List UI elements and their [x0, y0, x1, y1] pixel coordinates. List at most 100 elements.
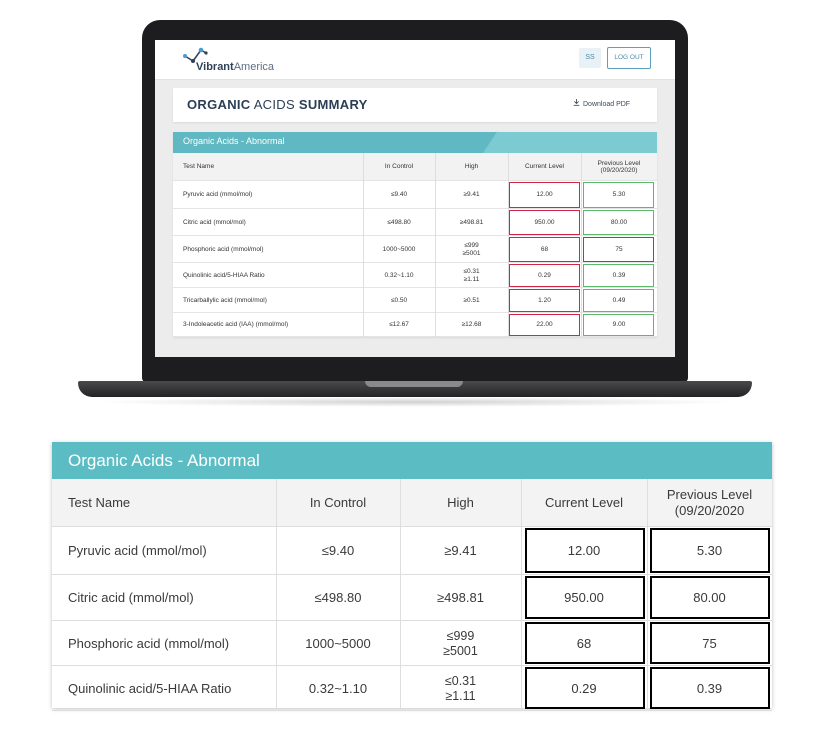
mini-organic-acids-card: Organic Acids - Abnormal Test Name In Con… — [173, 132, 657, 337]
mini-cell-name: Pyruvic acid (mmol/mol) — [183, 191, 253, 199]
column-divider — [521, 479, 522, 711]
mini-cell-in-control: ≤12.67 — [389, 321, 409, 329]
current-level-box — [525, 667, 645, 709]
mini-cell-current: 68 — [540, 245, 549, 253]
cell-in-control: 1000~5000 — [305, 635, 371, 651]
mini-previous-level-box — [583, 289, 654, 312]
mini-cell-high: ≥498.81 — [459, 218, 484, 226]
mini-current-level-box — [509, 182, 580, 208]
download-pdf-link[interactable]: Download PDF — [573, 99, 630, 108]
mini-table-row: 3-Indoleacetic acid (IAA) (mmol/mol) ≤12.… — [173, 313, 657, 337]
mini-cell-in-control: 1000~5000 — [382, 245, 416, 253]
mini-table-header: Organic Acids - Abnormal — [173, 132, 657, 153]
mini-cell-in-control: ≤498.80 — [387, 218, 411, 226]
cell-in-control: ≤498.80 — [314, 590, 362, 606]
cell-name: Quinolinic acid/5-HIAA Ratio — [68, 680, 232, 696]
column-header: In Control — [309, 495, 367, 511]
mini-cell-current: 0.29 — [538, 271, 551, 279]
column-header: Test Name — [68, 495, 131, 511]
mini-cell-previous: 9.00 — [612, 321, 626, 329]
mini-previous-level-box — [583, 314, 654, 336]
mini-cell-previous: 75 — [615, 245, 623, 253]
current-level-box — [525, 576, 645, 619]
laptop-notch — [365, 381, 463, 387]
cell-previous: 0.39 — [696, 680, 723, 696]
mini-cell-previous: 5.30 — [612, 191, 626, 199]
mini-cell-name: 3-Indoleacetic acid (IAA) (mmol/mol) — [183, 321, 289, 329]
mini-column-divider — [581, 153, 582, 337]
mini-column-header: Current Level — [524, 163, 565, 171]
previous-level-box — [650, 528, 770, 573]
mini-cell-name: Citric acid (mmol/mol) — [183, 218, 246, 226]
column-divider — [647, 479, 648, 711]
table-row: Citric acid (mmol/mol) ≤498.80 ≥498.81 950.… — [52, 575, 772, 621]
mini-current-level-box — [509, 314, 580, 336]
mini-previous-level-box — [583, 264, 654, 287]
cell-high: ≤999 ≥5001 — [443, 628, 478, 658]
mini-cell-previous: 0.49 — [612, 296, 626, 304]
mini-current-level-box — [509, 264, 580, 287]
laptop-shadow — [90, 397, 740, 407]
column-header: High — [447, 495, 474, 511]
mini-column-header: Previous Level (09/20/2020) — [597, 159, 641, 174]
download-label: Download PDF — [583, 101, 631, 108]
mini-column-divider — [435, 153, 436, 337]
mini-cell-current: 950.00 — [534, 218, 555, 226]
mini-cell-high: ≥12.68 — [461, 321, 482, 329]
mini-cell-previous: 0.39 — [612, 271, 626, 279]
mini-current-level-box — [509, 237, 580, 262]
cell-high: ≥9.41 — [444, 543, 477, 559]
cell-name: Citric acid (mmol/mol) — [68, 590, 194, 606]
page-title: ORGANIC ACIDS SUMMARY — [187, 97, 368, 112]
mini-current-level-box — [509, 289, 580, 312]
column-header: Previous Level (09/20/2020 — [666, 487, 753, 518]
user-avatar-button[interactable]: SS — [579, 48, 601, 68]
table-header: Organic Acids - Abnormal — [52, 442, 772, 479]
mini-cell-high: ≤0.31 ≥1.11 — [463, 268, 480, 283]
header-accent — [483, 132, 657, 153]
table-header-row: Test Name In Control High Current Level Prev… — [52, 479, 772, 527]
previous-level-box — [650, 667, 770, 709]
cell-previous: 80.00 — [693, 590, 726, 606]
cell-current: 12.00 — [567, 543, 601, 559]
mini-cell-name: Quinolinic acid/5-HIAA Ratio — [183, 271, 265, 279]
mini-cell-name: Phosphoric acid (mmol/mol) — [183, 245, 264, 253]
mini-table-row: Phosphoric acid (mmol/mol) 1000~5000 ≤999 ≥… — [173, 236, 657, 263]
mini-previous-level-box — [583, 210, 654, 235]
mini-table-row: Tricarballylic acid (mmol/mol) ≤0.50 ≥0.51… — [173, 288, 657, 313]
mini-table-row: Pyruvic acid (mmol/mol) ≤9.40 ≥9.41 12.00 5.… — [173, 181, 657, 209]
mini-column-header: Test Name — [183, 163, 215, 171]
column-header: Current Level — [544, 495, 624, 511]
column-divider — [400, 479, 401, 711]
mini-header-row: Test Name In Control High Current Level Prev… — [173, 153, 657, 181]
mini-previous-level-box — [583, 237, 654, 262]
mini-cell-previous: 80.00 — [610, 218, 628, 226]
app-header: VibrantAmerica SS LOG OUT — [155, 40, 675, 80]
current-level-box — [525, 528, 645, 573]
organic-acids-table-zoomed: Organic Acids - Abnormal Test Name In Con… — [52, 442, 772, 711]
mini-column-header: High — [464, 163, 479, 171]
cell-high: ≥498.81 — [437, 590, 484, 606]
mini-column-divider — [363, 153, 364, 337]
page-title-bar: ORGANIC ACIDS SUMMARY Download PDF — [173, 88, 657, 122]
table-title: Organic Acids - Abnormal — [68, 451, 260, 470]
previous-level-box — [650, 576, 770, 619]
mini-column-divider — [508, 153, 509, 337]
cell-previous: 75 — [702, 635, 717, 651]
cell-high: ≤0.31 ≥1.11 — [444, 673, 477, 703]
cell-in-control: 0.32~1.10 — [308, 680, 368, 696]
table-row: Phosphoric acid (mmol/mol) 1000~5000 ≤999 ≥… — [52, 621, 772, 666]
mini-cell-current: 22.00 — [536, 321, 553, 329]
cell-name: Pyruvic acid (mmol/mol) — [68, 543, 207, 559]
brand-name: VibrantAmerica — [196, 61, 275, 73]
logout-button[interactable]: LOG OUT — [607, 47, 651, 69]
laptop-base — [78, 381, 752, 397]
mini-cell-name: Tricarballylic acid (mmol/mol) — [183, 296, 267, 304]
cell-current: 68 — [576, 635, 592, 651]
mini-cell-high: ≥9.41 — [463, 191, 480, 199]
column-divider — [276, 479, 277, 711]
mini-cell-in-control: ≤9.40 — [390, 191, 408, 199]
previous-level-box — [650, 622, 770, 664]
molecule-logo-icon — [183, 47, 208, 63]
cell-in-control: ≤9.40 — [321, 543, 355, 559]
